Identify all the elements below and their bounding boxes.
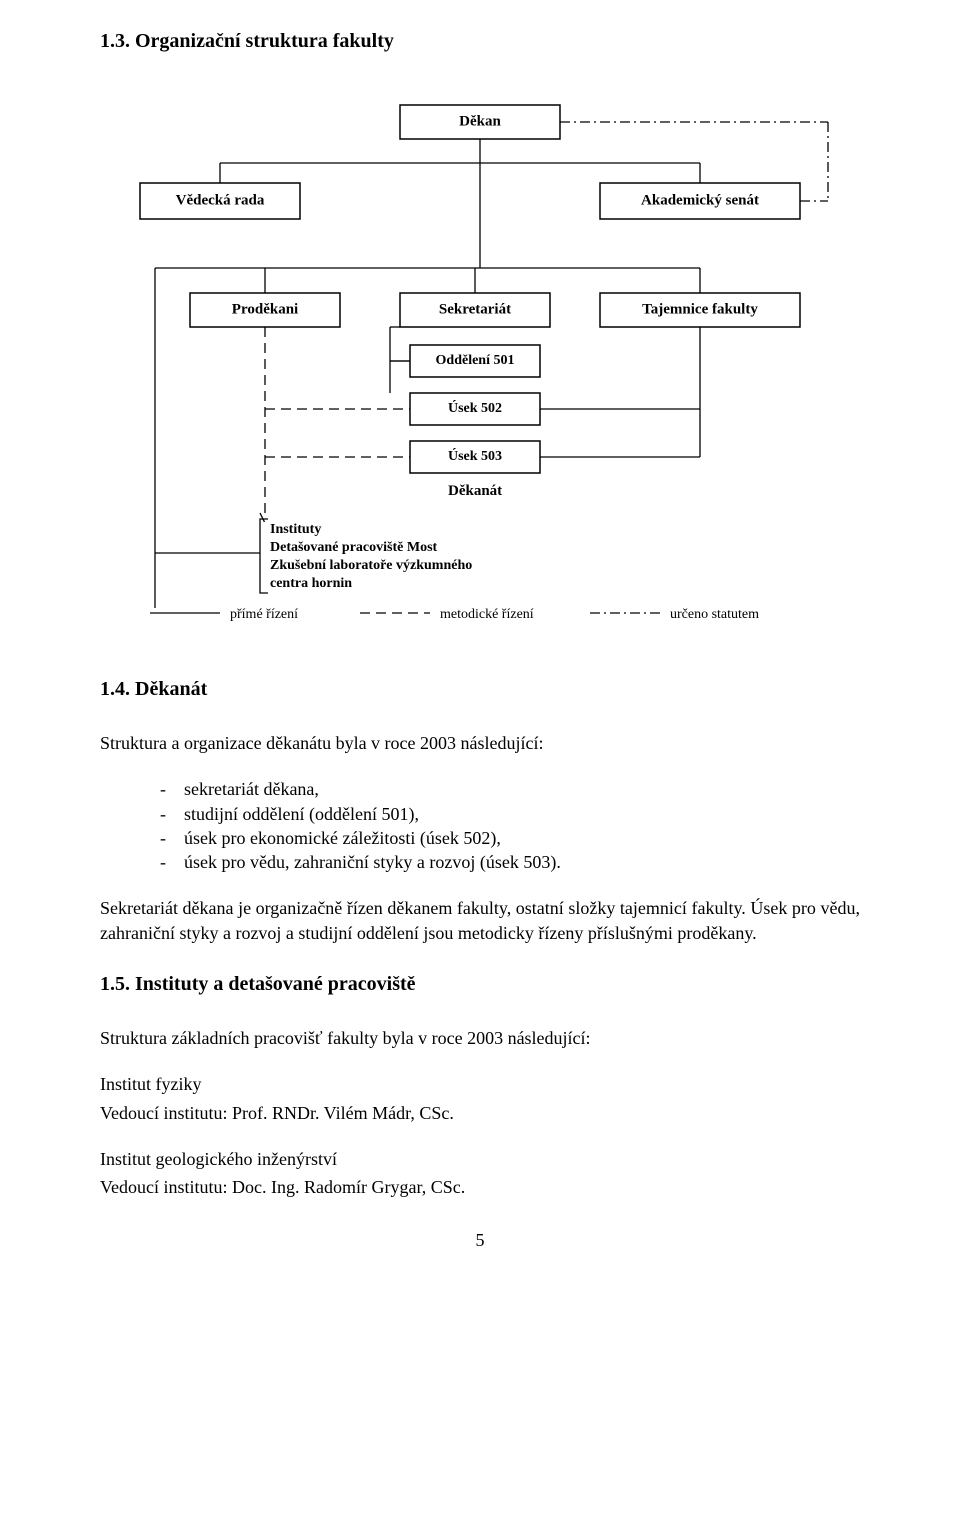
sec14-intro: Struktura a organizace děkanátu byla v r… xyxy=(100,731,860,755)
list-item: -sekretariát děkana, xyxy=(160,777,860,801)
page-number: 5 xyxy=(100,1230,860,1251)
svg-text:Zkušební laboratoře výzkumného: Zkušební laboratoře výzkumného xyxy=(270,558,472,573)
svg-text:centra hornin: centra hornin xyxy=(270,576,352,591)
svg-text:Tajemnice fakulty: Tajemnice fakulty xyxy=(642,301,758,317)
sec14-list: -sekretariát děkana,-studijní oddělení (… xyxy=(100,777,860,874)
svg-text:Akademický senát: Akademický senát xyxy=(641,192,759,208)
inst1-head: Vedoucí institutu: Prof. RNDr. Vilém Mád… xyxy=(100,1101,860,1125)
svg-text:přímé řízení: přímé řízení xyxy=(230,607,298,622)
sec14-para1: Sekretariát děkana je organizačně řízen … xyxy=(100,896,860,945)
heading-1-4: 1.4. Děkanát xyxy=(100,678,860,701)
svg-text:Děkan: Děkan xyxy=(459,113,501,129)
heading-1-3: 1.3. Organizační struktura fakulty xyxy=(100,30,860,53)
list-item: -úsek pro vědu, zahraniční styky a rozvo… xyxy=(160,850,860,874)
inst2-head: Vedoucí institutu: Doc. Ing. Radomír Gry… xyxy=(100,1175,860,1199)
svg-text:Detašované pracoviště Most: Detašované pracoviště Most xyxy=(270,540,438,555)
svg-text:Úsek 503: Úsek 503 xyxy=(448,447,502,464)
list-item: -úsek pro ekonomické záležitosti (úsek 5… xyxy=(160,826,860,850)
sec15-intro: Struktura základních pracovišť fakulty b… xyxy=(100,1026,860,1050)
svg-text:Děkanát: Děkanát xyxy=(448,483,502,499)
svg-text:metodické řízení: metodické řízení xyxy=(440,607,534,622)
heading-1-5: 1.5. Instituty a detašované pracoviště xyxy=(100,973,860,996)
svg-text:Proděkani: Proděkani xyxy=(232,301,298,317)
page: 1.3. Organizační struktura fakulty Děkan… xyxy=(0,0,960,1291)
svg-text:Vědecká rada: Vědecká rada xyxy=(176,192,265,208)
svg-text:určeno statutem: určeno statutem xyxy=(670,607,759,622)
svg-text:Sekretariát: Sekretariát xyxy=(439,301,511,317)
inst1-name: Institut fyziky xyxy=(100,1072,860,1096)
inst2-name: Institut geologického inženýrství xyxy=(100,1147,860,1171)
org-chart-svg: Děkan Vědecká rada Akademický senát Proděka… xyxy=(110,83,850,633)
org-chart: Děkan Vědecká rada Akademický senát Proděka… xyxy=(110,83,850,638)
svg-text:Úsek 502: Úsek 502 xyxy=(448,399,502,416)
svg-text:Oddělení 501: Oddělení 501 xyxy=(436,353,515,368)
list-item: -studijní oddělení (oddělení 501), xyxy=(160,802,860,826)
svg-text:Instituty: Instituty xyxy=(270,522,321,537)
